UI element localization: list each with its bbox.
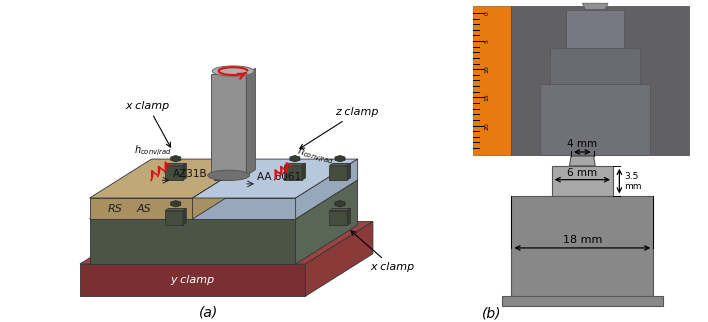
Bar	[540, 84, 650, 155]
Text: 0: 0	[485, 12, 490, 15]
Bar	[502, 296, 663, 306]
Polygon shape	[347, 163, 350, 180]
Polygon shape	[329, 211, 347, 225]
Text: 4 mm: 4 mm	[567, 139, 598, 149]
Polygon shape	[214, 163, 234, 166]
Polygon shape	[302, 163, 305, 180]
Polygon shape	[193, 198, 296, 219]
Polygon shape	[183, 208, 186, 225]
Text: (b): (b)	[482, 307, 502, 321]
Bar	[511, 196, 653, 296]
Text: y clamp: y clamp	[171, 275, 215, 285]
Polygon shape	[183, 163, 186, 180]
Polygon shape	[285, 163, 305, 166]
Polygon shape	[219, 156, 229, 162]
Polygon shape	[347, 208, 350, 225]
Polygon shape	[171, 201, 181, 207]
Polygon shape	[165, 163, 186, 166]
Polygon shape	[296, 159, 358, 219]
Polygon shape	[89, 180, 358, 219]
Polygon shape	[193, 159, 358, 198]
Ellipse shape	[212, 66, 254, 76]
Polygon shape	[89, 159, 255, 198]
Polygon shape	[165, 166, 183, 180]
Text: (a): (a)	[199, 305, 218, 319]
Polygon shape	[165, 211, 183, 225]
Text: 6 mm: 6 mm	[567, 168, 598, 178]
Polygon shape	[171, 156, 181, 162]
Polygon shape	[329, 166, 347, 180]
Text: 10: 10	[485, 65, 490, 73]
Polygon shape	[232, 163, 234, 180]
Polygon shape	[569, 156, 595, 166]
Polygon shape	[329, 163, 350, 166]
Text: z clamp: z clamp	[299, 107, 379, 148]
Text: x clamp: x clamp	[126, 101, 171, 147]
Text: 15: 15	[485, 94, 490, 101]
Polygon shape	[165, 208, 186, 211]
Text: $h_{conv/rad}$: $h_{conv/rad}$	[295, 145, 336, 169]
Polygon shape	[80, 264, 305, 296]
Polygon shape	[211, 74, 246, 175]
Text: 3.5
mm: 3.5 mm	[624, 172, 641, 191]
Polygon shape	[305, 222, 373, 296]
Bar	[566, 10, 624, 48]
Polygon shape	[80, 222, 373, 264]
Text: 5: 5	[485, 39, 490, 43]
Polygon shape	[582, 3, 608, 10]
Bar	[550, 48, 640, 84]
Polygon shape	[214, 166, 232, 180]
Text: 18 mm: 18 mm	[563, 235, 602, 245]
Polygon shape	[329, 208, 350, 211]
Text: RS: RS	[108, 204, 122, 214]
Polygon shape	[290, 156, 300, 162]
Text: $h_{conv/rad}$: $h_{conv/rad}$	[134, 144, 172, 159]
Polygon shape	[296, 180, 358, 264]
Text: AA 6061: AA 6061	[257, 172, 301, 182]
Polygon shape	[193, 159, 255, 219]
Ellipse shape	[207, 170, 250, 181]
Text: 20: 20	[485, 122, 490, 129]
Bar	[511, 6, 689, 155]
Bar	[552, 166, 613, 196]
Polygon shape	[246, 68, 256, 175]
Text: AS: AS	[137, 204, 152, 214]
Bar	[473, 6, 511, 155]
Polygon shape	[335, 156, 345, 162]
Polygon shape	[285, 166, 302, 180]
Polygon shape	[89, 219, 296, 264]
Polygon shape	[335, 201, 345, 207]
Polygon shape	[89, 198, 193, 219]
Text: AZ31B: AZ31B	[173, 169, 207, 179]
Text: x clamp: x clamp	[351, 231, 415, 272]
